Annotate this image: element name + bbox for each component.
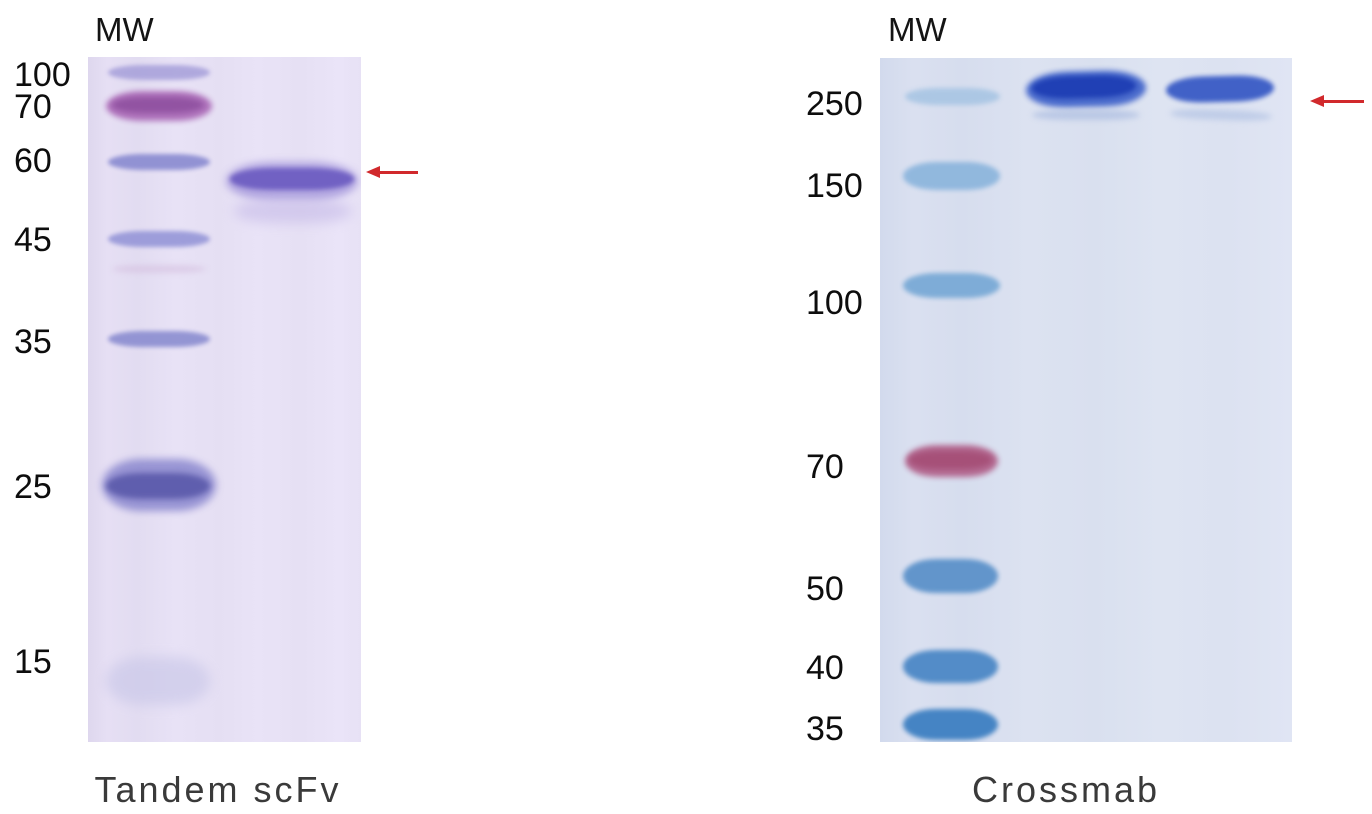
- faint-band-between-45-35: [112, 265, 206, 273]
- marker-band-250: [905, 88, 1000, 105]
- mw-marker-label-100: 100: [806, 284, 863, 322]
- arrow-head: [366, 166, 380, 178]
- lane3-faint-band: [1169, 108, 1273, 122]
- mw-marker-label-15: 15: [14, 643, 52, 681]
- marker-band-150: [903, 162, 1000, 190]
- gel-image-crossmab: [880, 58, 1292, 742]
- lane2-faint-band: [1032, 110, 1140, 120]
- marker-band-15: [106, 657, 210, 705]
- marker-band-35: [108, 331, 210, 347]
- mw-marker-label-150: 150: [806, 167, 863, 205]
- mw-marker-label-70: 70: [14, 88, 52, 126]
- arrow-line: [380, 170, 418, 174]
- band-pointer-arrow-icon: [366, 166, 418, 178]
- marker-band-45: [108, 231, 210, 247]
- lane3-sample-band: [1165, 74, 1275, 104]
- marker-band-25-core: [106, 473, 210, 499]
- mw-marker-label-40: 40: [806, 649, 844, 687]
- mw-marker-label-100: 100: [14, 56, 71, 94]
- marker-band-35: [903, 709, 998, 740]
- mw-column-header: MW: [95, 11, 154, 48]
- panel-caption: Tandem scFv: [94, 769, 342, 810]
- marker-band-60: [108, 154, 210, 170]
- panel-caption: Crossmab: [971, 769, 1161, 810]
- mw-marker-label-35: 35: [14, 323, 52, 361]
- marker-band-70-core: [112, 97, 204, 113]
- marker-band-40: [903, 650, 998, 683]
- mw-marker-label-25: 25: [14, 468, 52, 506]
- mw-marker-label-50: 50: [806, 570, 844, 608]
- sample-band: [230, 168, 354, 190]
- mw-marker-label-45: 45: [14, 221, 52, 259]
- marker-band-100: [108, 65, 210, 80]
- band-pointer-arrow-icon: [1310, 95, 1364, 107]
- marker-band-100: [903, 273, 1000, 298]
- marker-band-70-core: [909, 451, 992, 469]
- mw-marker-label-35: 35: [806, 710, 844, 748]
- mw-marker-label-250: 250: [806, 85, 863, 123]
- mw-marker-label-70: 70: [806, 448, 844, 486]
- sample-band-smear: [234, 199, 352, 223]
- gel-image-tandem-scfv: [88, 57, 361, 742]
- marker-band-50: [903, 559, 998, 593]
- arrow-line: [1324, 99, 1364, 103]
- arrow-head: [1310, 95, 1324, 107]
- mw-column-header: MW: [888, 11, 947, 48]
- mw-marker-label-60: 60: [14, 142, 52, 180]
